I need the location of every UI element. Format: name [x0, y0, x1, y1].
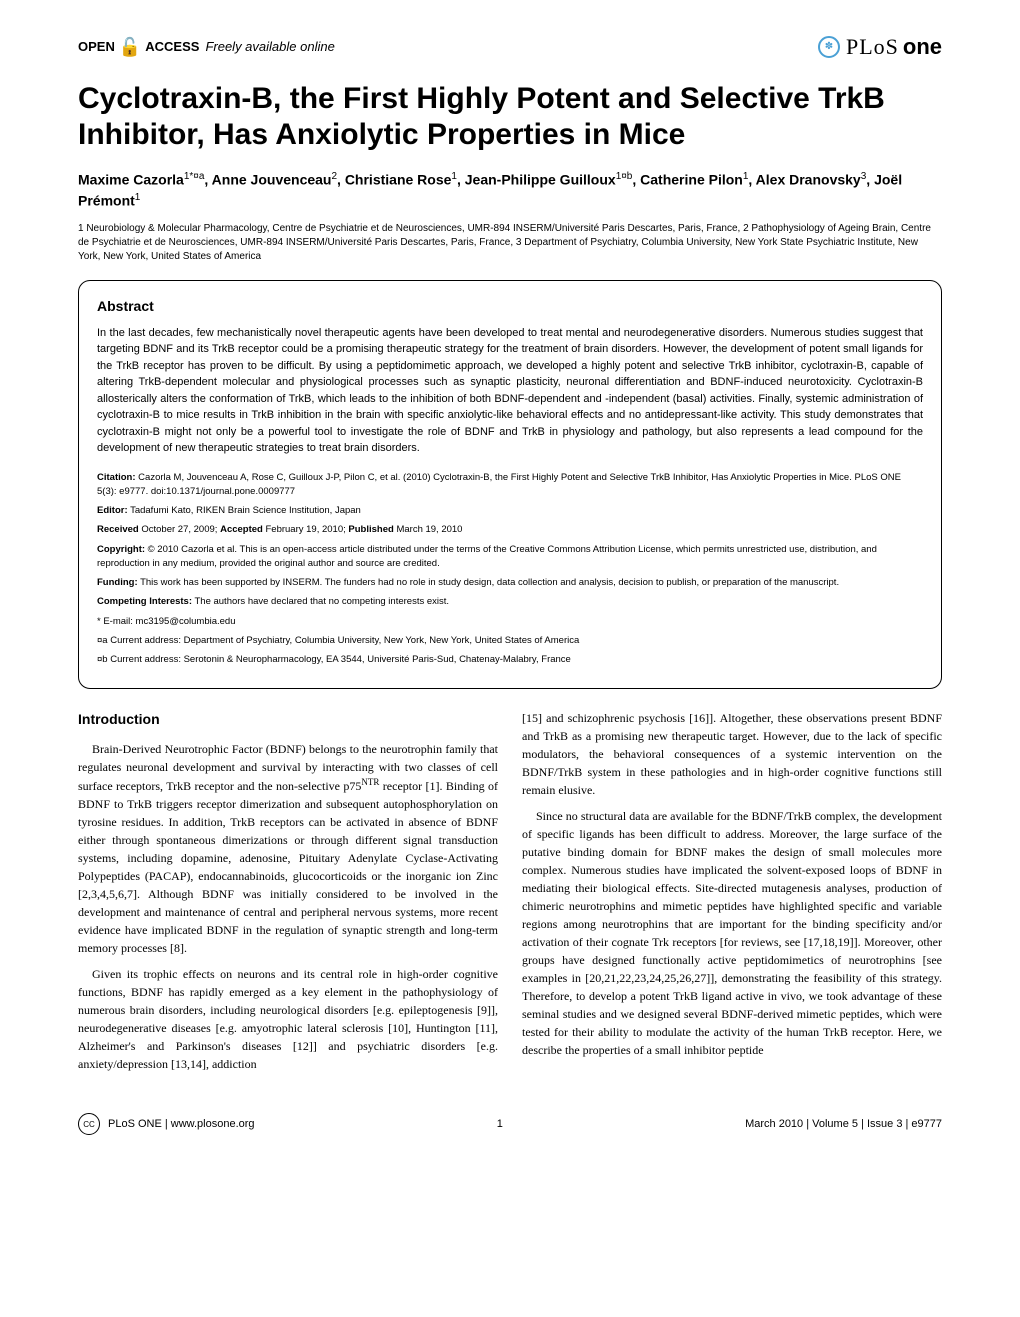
published-label: Published	[348, 524, 393, 535]
page-root: OPEN 🔓 ACCESS Freely available online ✽ …	[0, 0, 1020, 1159]
intro-p2: Given its trophic effects on neurons and…	[78, 965, 498, 1073]
competing-line: Competing Interests: The authors have de…	[97, 595, 923, 609]
intro-p1: Brain-Derived Neurotrophic Factor (BDNF)…	[78, 740, 498, 957]
intro-heading: Introduction	[78, 709, 498, 730]
authors-line: Maxime Cazorla1*¤a, Anne Jouvenceau2, Ch…	[78, 169, 942, 212]
email-line: * E-mail: mc3195@columbia.edu	[97, 615, 923, 629]
current-addr-a: ¤a Current address: Department of Psychi…	[97, 634, 923, 648]
freely-label: Freely available online	[205, 38, 334, 56]
plos-circle-icon: ✽	[818, 36, 840, 58]
page-footer: CC PLoS ONE | www.plosone.org 1 March 20…	[78, 1113, 942, 1135]
funding-line: Funding: This work has been supported by…	[97, 576, 923, 590]
editor-line: Editor: Tadafumi Kato, RIKEN Brain Scien…	[97, 504, 923, 518]
copyright-text: © 2010 Cazorla et al. This is an open-ac…	[97, 544, 877, 569]
lock-icon: 🔓	[119, 35, 141, 60]
column-left: Introduction Brain-Derived Neurotrophic …	[78, 709, 498, 1081]
copyright-line: Copyright: © 2010 Cazorla et al. This is…	[97, 543, 923, 572]
intro-p3: [15] and schizophrenic psychosis [16]]. …	[522, 709, 942, 799]
dates-line: Received October 27, 2009; Accepted Febr…	[97, 523, 923, 537]
current-addr-b: ¤b Current address: Serotonin & Neuropha…	[97, 653, 923, 667]
affiliation-text: 1 Neurobiology & Molecular Pharmacology,…	[78, 223, 931, 262]
funding-label: Funding:	[97, 577, 138, 588]
cc-icon: CC	[78, 1113, 100, 1135]
access-label: ACCESS	[145, 38, 199, 56]
open-access-badge: OPEN 🔓 ACCESS Freely available online	[78, 35, 335, 60]
editor-text: Tadafumi Kato, RIKEN Brain Science Insti…	[128, 505, 361, 516]
citation-label: Citation:	[97, 472, 136, 483]
meta-block: Citation: Cazorla M, Jouvenceau A, Rose …	[97, 471, 923, 668]
column-right: [15] and schizophrenic psychosis [16]]. …	[522, 709, 942, 1081]
funding-text: This work has been supported by INSERM. …	[138, 577, 839, 588]
article-title: Cyclotraxin-B, the First Highly Potent a…	[78, 81, 942, 153]
received-text: October 27, 2009;	[139, 524, 220, 535]
footer-journal: PLoS ONE | www.plosone.org	[108, 1117, 255, 1132]
header-row: OPEN 🔓 ACCESS Freely available online ✽ …	[78, 32, 942, 63]
citation-line: Citation: Cazorla M, Jouvenceau A, Rose …	[97, 471, 923, 500]
journal-one: one	[903, 32, 942, 63]
journal-plos: PLoS	[846, 32, 899, 63]
competing-label: Competing Interests:	[97, 596, 192, 607]
footer-page: 1	[497, 1117, 503, 1132]
copyright-label: Copyright:	[97, 544, 145, 555]
journal-logo: ✽ PLoS one	[818, 32, 942, 63]
intro-p4: Since no structural data are available f…	[522, 807, 942, 1059]
accepted-label: Accepted	[220, 524, 263, 535]
competing-text: The authors have declared that no compet…	[192, 596, 449, 607]
affiliations: 1 Neurobiology & Molecular Pharmacology,…	[78, 222, 942, 264]
abstract-box: Abstract In the last decades, few mechan…	[78, 280, 942, 689]
received-label: Received	[97, 524, 139, 535]
abstract-heading: Abstract	[97, 297, 923, 317]
body-columns: Introduction Brain-Derived Neurotrophic …	[78, 709, 942, 1081]
published-text: March 19, 2010	[394, 524, 463, 535]
editor-label: Editor:	[97, 505, 128, 516]
abstract-text: In the last decades, few mechanistically…	[97, 325, 923, 457]
accepted-text: February 19, 2010;	[263, 524, 349, 535]
footer-left: CC PLoS ONE | www.plosone.org	[78, 1113, 255, 1135]
open-label: OPEN	[78, 38, 115, 56]
citation-text: Cazorla M, Jouvenceau A, Rose C, Guillou…	[97, 472, 901, 497]
footer-issue: March 2010 | Volume 5 | Issue 3 | e9777	[745, 1117, 942, 1132]
